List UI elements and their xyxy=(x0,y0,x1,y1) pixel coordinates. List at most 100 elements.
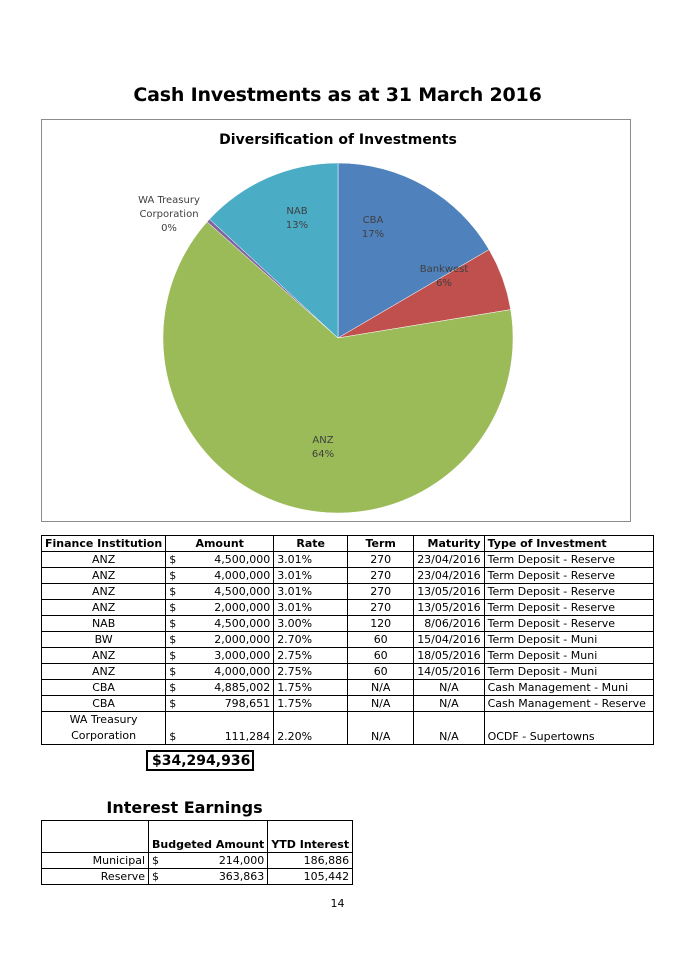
header-maturity: Maturity xyxy=(413,535,485,552)
cell-rate: 2.20% xyxy=(273,711,349,745)
cell-institution: WA Treasury Corporation xyxy=(40,711,167,745)
cell-institution: ANZ xyxy=(40,567,167,584)
table-row: ANZ $2,000,000 3.01% 270 13/05/2016 Term Depo… xyxy=(40,599,654,616)
table-row: BW $2,000,000 2.70% 60 15/04/2016 Term Deposi… xyxy=(40,631,654,648)
interest-header-budgeted: Budgeted Amount xyxy=(147,820,269,853)
table-row: Reserve $363,863 105,442 xyxy=(41,868,354,885)
table-row: WA Treasury Corporation $111,284 2.20% N/A N/… xyxy=(40,711,654,745)
cell-amount-value: 4,000,000 xyxy=(214,569,271,582)
interest-cell-budgeted: $363,863 xyxy=(147,868,269,885)
cell-rate: 1.75% xyxy=(273,695,349,712)
pie-slice-nab xyxy=(209,162,339,339)
interest-cell-ytd: 186,886 xyxy=(267,852,354,869)
cell-maturity: 18/05/2016 xyxy=(413,647,485,664)
investments-table: Finance Institution Amount Rate Term Mat… xyxy=(40,535,654,745)
interest-cell-budgeted: $214,000 xyxy=(147,852,269,869)
table-row: CBA $798,651 1.75% N/A N/A Cash Management - … xyxy=(40,695,654,712)
cell-currency: $ xyxy=(169,585,177,598)
cell-rate: 3.01% xyxy=(273,551,349,568)
cell-institution: ANZ xyxy=(40,647,167,664)
cell-institution-line1: WA Treasury xyxy=(69,713,138,726)
cell-rate: 2.70% xyxy=(273,631,349,648)
interest-cell-label: Reserve xyxy=(41,868,149,885)
cell-type: Term Deposit - Reserve xyxy=(483,551,654,568)
pie-chart: Diversification of Investments CBA 17% Bank… xyxy=(41,119,631,522)
cell-term: 270 xyxy=(347,567,415,584)
cell-amount-value: 2,000,000 xyxy=(214,601,271,614)
cell-currency: $ xyxy=(169,681,177,694)
cell-maturity: 23/04/2016 xyxy=(413,551,485,568)
table-row: ANZ $4,000,000 2.75% 60 14/05/2016 Term Depos… xyxy=(40,663,654,680)
header-rate: Rate xyxy=(273,535,349,552)
cell-type: Cash Management - Reserve xyxy=(483,695,654,712)
cell-term: 270 xyxy=(347,551,415,568)
cell-rate: 1.75% xyxy=(273,679,349,696)
cell-currency: $ xyxy=(169,569,177,582)
interest-header-blank xyxy=(41,820,149,853)
pie-chart-svg: Diversification of Investments CBA 17% Bank… xyxy=(138,132,514,514)
cell-amount: $3,000,000 xyxy=(165,647,275,664)
cell-currency: $ xyxy=(169,697,177,710)
table-row: CBA $4,885,002 1.75% N/A N/A Cash Management … xyxy=(40,679,654,696)
data-label-nab: NAB 13% xyxy=(286,206,308,231)
cell-term: 270 xyxy=(347,599,415,616)
cell-institution: CBA xyxy=(40,679,167,696)
cell-currency: $ xyxy=(169,601,177,614)
cell-term: 120 xyxy=(347,615,415,632)
cell-term: N/A xyxy=(347,695,415,712)
total-amount: $ 34,294,936 xyxy=(146,750,254,771)
interest-title: Interest Earnings xyxy=(106,798,263,817)
header-amount: Amount xyxy=(165,535,275,552)
data-label-anz: ANZ 64% xyxy=(312,435,334,460)
cell-rate: 3.01% xyxy=(273,567,349,584)
interest-budgeted-value: 214,000 xyxy=(218,854,265,867)
cell-institution-line2: Corporation xyxy=(71,729,137,742)
cell-amount-value: 4,000,000 xyxy=(214,665,271,678)
cell-rate: 3.01% xyxy=(273,583,349,600)
cell-currency: $ xyxy=(152,854,159,867)
cell-maturity: N/A xyxy=(413,679,485,696)
table-row: ANZ $3,000,000 2.75% 60 18/05/2016 Term Depos… xyxy=(40,647,654,664)
table-row: Municipal $214,000 186,886 xyxy=(41,852,354,869)
cell-type: Term Deposit - Reserve xyxy=(483,599,654,616)
cell-amount-value: 111,284 xyxy=(224,730,271,743)
cell-amount: $798,651 xyxy=(165,695,275,712)
cell-currency: $ xyxy=(169,730,177,743)
data-label-cba: CBA 17% xyxy=(362,215,384,240)
cell-amount: $4,500,000 xyxy=(165,551,275,568)
cell-amount: $4,500,000 xyxy=(165,583,275,600)
cell-institution: CBA xyxy=(40,695,167,712)
interest-header-row: Budgeted Amount YTD Interest xyxy=(41,820,354,853)
cell-amount: $4,500,000 xyxy=(165,615,275,632)
cell-maturity: 23/04/2016 xyxy=(413,567,485,584)
table-row: ANZ $4,000,000 3.01% 270 23/04/2016 Term Depo… xyxy=(40,567,654,584)
interest-cell-label: Municipal xyxy=(41,852,149,869)
cell-currency: $ xyxy=(169,553,177,566)
cell-type: Term Deposit - Muni xyxy=(483,663,654,680)
data-label-bankwest: Bankwest 6% xyxy=(420,264,469,289)
cell-maturity: N/A xyxy=(413,711,485,745)
cell-type: Term Deposit - Reserve xyxy=(483,615,654,632)
cell-amount: $2,000,000 xyxy=(165,599,275,616)
cell-rate: 2.75% xyxy=(273,647,349,664)
cell-maturity: 8/06/2016 xyxy=(413,615,485,632)
cell-currency: $ xyxy=(169,617,177,630)
table-row: ANZ $4,500,000 3.01% 270 23/04/2016 Term Depo… xyxy=(40,551,654,568)
cell-type: Term Deposit - Reserve xyxy=(483,567,654,584)
data-label-wa-treasury-corporation: WA Treasury Corporation 0% xyxy=(138,195,200,234)
cell-amount: $4,000,000 xyxy=(165,663,275,680)
interest-cell-ytd: 105,442 xyxy=(267,868,354,885)
table-row: NAB $4,500,000 3.00% 120 8/06/2016 Term Depos… xyxy=(40,615,654,632)
cell-amount-value: 4,885,002 xyxy=(214,681,271,694)
interest-budgeted-value: 363,863 xyxy=(218,870,265,883)
table-row: ANZ $4,500,000 3.01% 270 13/05/2016 Term Depo… xyxy=(40,583,654,600)
chart-title: Diversification of Investments xyxy=(219,132,457,148)
cell-amount: $4,000,000 xyxy=(165,567,275,584)
page-title: Cash Investments as at 31 March 2016 xyxy=(133,84,542,106)
header-term: Term xyxy=(347,535,415,552)
pie-slice-cba xyxy=(337,162,490,339)
cell-institution: ANZ xyxy=(40,583,167,600)
cell-term: N/A xyxy=(347,711,415,745)
cell-maturity: 13/05/2016 xyxy=(413,599,485,616)
cell-term: N/A xyxy=(347,679,415,696)
